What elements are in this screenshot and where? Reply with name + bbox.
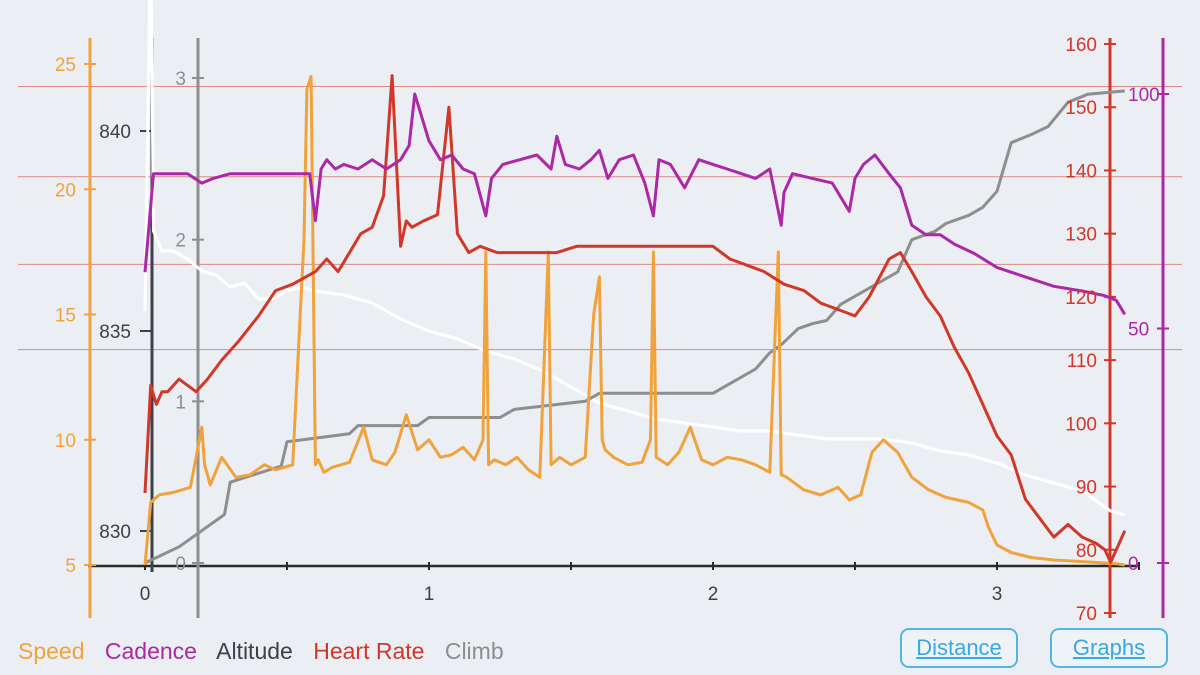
heart-rate-tick-label: 130 <box>1065 225 1097 246</box>
speed-tick-label: 15 <box>55 306 76 327</box>
speed-tick-label: 10 <box>55 431 76 452</box>
series-speed-line <box>143 75 1126 567</box>
legend-altitude: Altitude <box>216 638 293 664</box>
climb-tick-label: 1 <box>175 392 186 413</box>
cadence-tick-label: 100 <box>1128 85 1160 106</box>
series-cadence-line <box>143 92 1127 316</box>
climb-tick-label: 3 <box>175 69 186 90</box>
series-altitude-line <box>143 0 1126 517</box>
speed-tick-label: 5 <box>65 556 76 577</box>
chart-axes <box>84 38 1169 618</box>
distance-button[interactable]: Distance <box>900 628 1018 668</box>
cadence-tick-label: 50 <box>1128 320 1149 341</box>
speed-tick-label: 20 <box>55 180 76 201</box>
heart-rate-tick-label: 110 <box>1067 351 1097 372</box>
chart-series <box>143 0 1127 567</box>
series-climb-line <box>144 89 1125 565</box>
heart-rate-tick-label: 150 <box>1065 98 1097 119</box>
legend-heart-rate: Heart Rate <box>313 638 425 664</box>
chart-area: 0 1 2 3 5 10 15 20 25 830 835 840 0 1 2 3 70 80 90 100 110 12… <box>18 0 1182 620</box>
x-tick-label: 2 <box>708 584 719 605</box>
x-tick-label: 1 <box>424 584 435 605</box>
heart-rate-tick-label: 120 <box>1065 288 1097 309</box>
x-tick-label: 3 <box>992 584 1003 605</box>
heart-rate-tick-label: 160 <box>1065 35 1097 56</box>
x-tick-label: 0 <box>140 584 151 605</box>
legend-climb: Climb <box>444 638 504 664</box>
heart-rate-tick-label: 70 <box>1076 604 1097 620</box>
chart-legend: Speed Cadence Altitude Heart Rate Climb <box>18 638 518 665</box>
altitude-tick-label: 830 <box>99 522 131 543</box>
legend-speed: Speed <box>18 638 85 664</box>
climb-tick-label: 0 <box>175 554 186 575</box>
speed-tick-label: 25 <box>55 55 76 76</box>
climb-tick-label: 2 <box>175 231 186 252</box>
series-heart-rate-line <box>143 74 1127 564</box>
altitude-tick-label: 840 <box>99 122 131 143</box>
graphs-button[interactable]: Graphs <box>1050 628 1168 668</box>
chart-tick-labels: 0 1 2 3 5 10 15 20 25 830 835 840 0 1 2 3 70 80 90 100 110 12… <box>55 35 1160 620</box>
heart-rate-tick-label: 140 <box>1065 161 1097 182</box>
legend-cadence: Cadence <box>104 638 197 664</box>
altitude-tick-label: 835 <box>99 322 131 343</box>
heart-rate-tick-label: 100 <box>1065 414 1097 435</box>
heart-rate-tick-label: 80 <box>1076 541 1097 562</box>
cadence-tick-label: 0 <box>1128 554 1139 575</box>
heart-rate-tick-label: 90 <box>1076 478 1097 499</box>
